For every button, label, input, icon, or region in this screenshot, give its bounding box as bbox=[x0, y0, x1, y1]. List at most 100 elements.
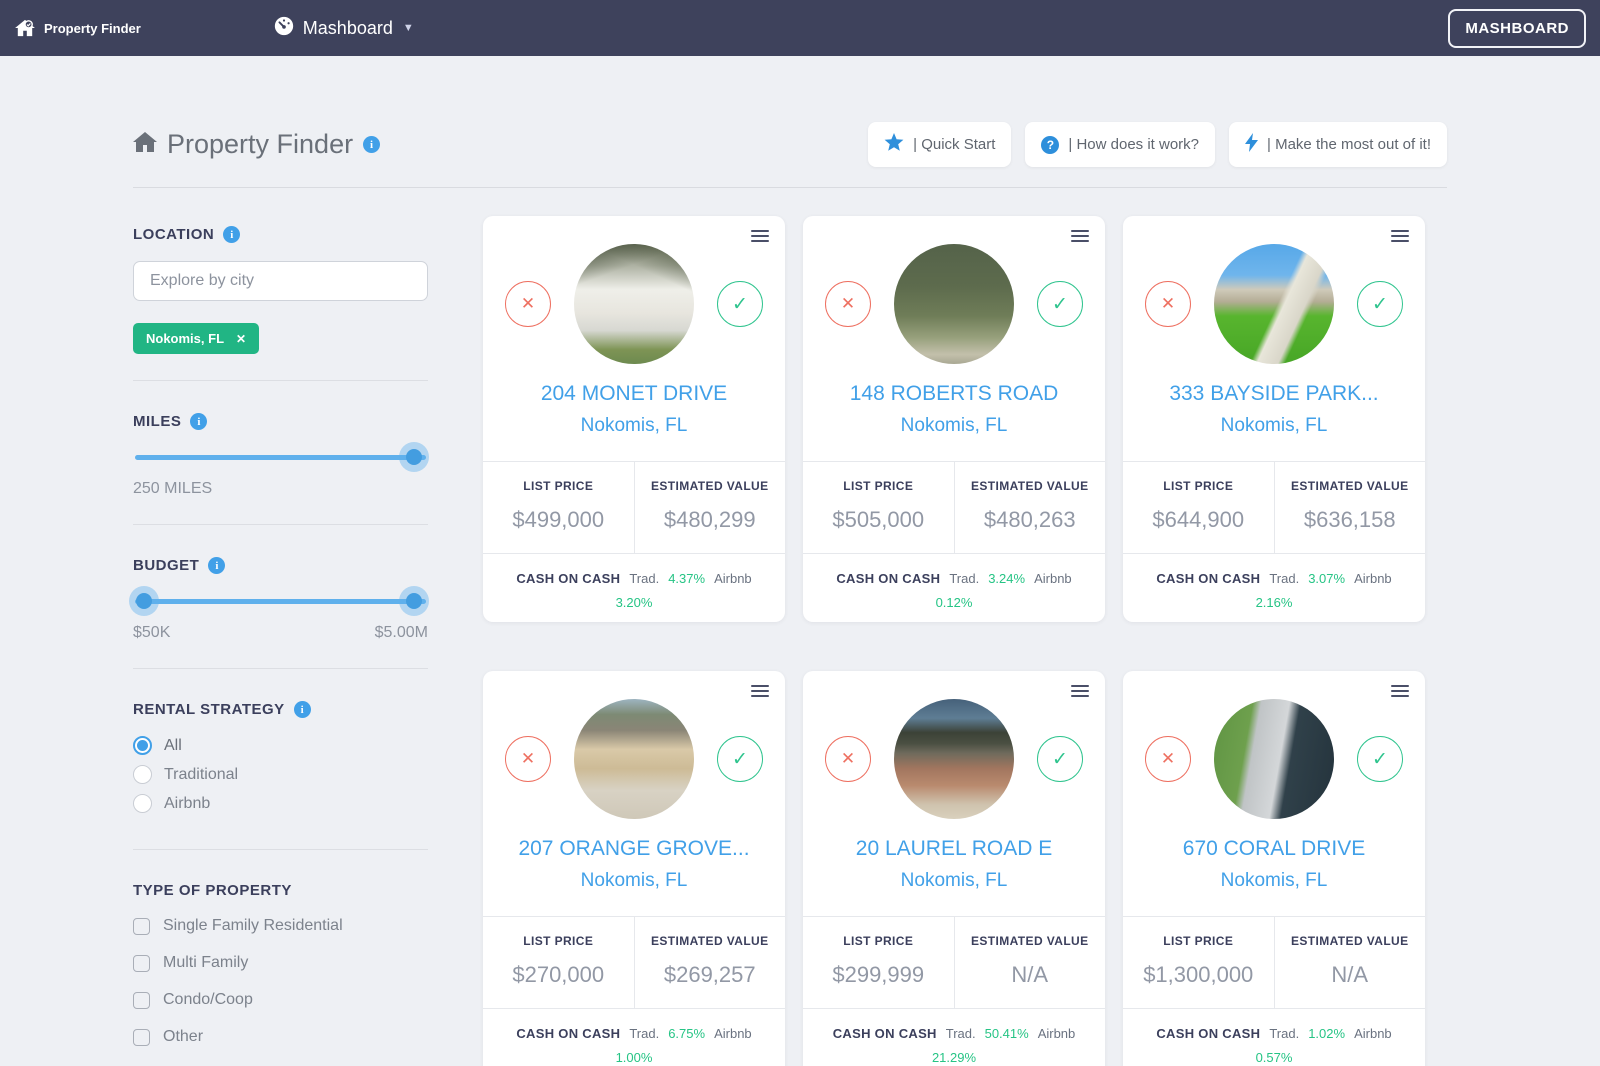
property-address-link[interactable]: 670 CORAL DRIVE bbox=[1182, 837, 1366, 860]
miles-slider-handle[interactable] bbox=[406, 449, 423, 465]
budget-slider-track bbox=[135, 599, 426, 604]
estimated-value-label: ESTIMATED VALUE bbox=[970, 479, 1089, 493]
reject-property-button[interactable]: ✕ bbox=[825, 736, 871, 782]
location-info-icon[interactable]: i bbox=[223, 226, 241, 243]
page-title-info-icon[interactable]: i bbox=[363, 136, 381, 153]
chip-remove-icon[interactable]: ✕ bbox=[236, 331, 247, 346]
budget-info-icon[interactable]: i bbox=[208, 557, 226, 574]
mashboard-menu-label: Mashboard bbox=[302, 17, 393, 38]
airbnb-coc-value: 3.20% bbox=[615, 594, 653, 610]
property-type-label: TYPE OF PROPERTY bbox=[133, 882, 292, 899]
property-photo[interactable] bbox=[1214, 244, 1334, 364]
property-address-link[interactable]: 204 MONET DRIVE bbox=[540, 382, 728, 405]
property-photo[interactable] bbox=[894, 699, 1014, 819]
airbnb-label: Airbnb bbox=[1034, 571, 1072, 586]
accept-property-button[interactable]: ✓ bbox=[717, 736, 763, 782]
card-menu-icon[interactable] bbox=[1391, 230, 1409, 245]
accept-property-button[interactable]: ✓ bbox=[1357, 281, 1403, 327]
checkbox-multi-family-control[interactable] bbox=[133, 954, 150, 972]
make-the-most-button[interactable]: | Make the most out of it! bbox=[1229, 122, 1447, 167]
estimated-value-value: $480,263 bbox=[983, 507, 1076, 532]
reject-property-button[interactable]: ✕ bbox=[505, 736, 551, 782]
accept-property-button[interactable]: ✓ bbox=[1037, 281, 1083, 327]
chevron-down-icon: ▼ bbox=[402, 22, 414, 34]
miles-slider-track bbox=[135, 455, 426, 460]
budget-slider-max-handle[interactable] bbox=[406, 593, 423, 609]
location-label: LOCATION bbox=[133, 226, 215, 243]
card-menu-icon[interactable] bbox=[1391, 685, 1409, 700]
checkbox-condo-coop-control[interactable] bbox=[133, 991, 150, 1009]
miles-value-label: 250 MILES bbox=[133, 480, 213, 497]
accept-property-button[interactable]: ✓ bbox=[1037, 736, 1083, 782]
list-price-label: LIST PRICE bbox=[843, 934, 914, 948]
trad-coc-value: 50.41% bbox=[984, 1026, 1029, 1041]
card-menu-icon[interactable] bbox=[1071, 685, 1089, 700]
radio-traditional-control[interactable] bbox=[133, 765, 152, 784]
property-photo[interactable] bbox=[894, 244, 1014, 364]
rental-strategy-section: RENTAL STRATEGY i All Traditional Airbnb bbox=[133, 691, 428, 850]
airbnb-label: Airbnb bbox=[714, 571, 752, 586]
city-search-input[interactable] bbox=[133, 261, 428, 301]
quick-start-button[interactable]: | Quick Start bbox=[868, 122, 1012, 167]
mashboard-menu[interactable]: Mashboard ▼ bbox=[273, 15, 414, 42]
reject-property-button[interactable]: ✕ bbox=[505, 281, 551, 327]
property-address-link[interactable]: 20 LAUREL ROAD E bbox=[855, 837, 1053, 860]
property-address-link[interactable]: 333 BAYSIDE PARK... bbox=[1169, 382, 1379, 405]
how-does-it-work-button[interactable]: ? | How does it work? bbox=[1025, 122, 1216, 167]
accept-property-button[interactable]: ✓ bbox=[1357, 736, 1403, 782]
property-photo[interactable] bbox=[574, 699, 694, 819]
rental-strategy-info-icon[interactable]: i bbox=[293, 701, 311, 718]
checkbox-condo-coop[interactable]: Condo/Coop bbox=[133, 991, 428, 1009]
mashboard-button[interactable]: MASHBOARD bbox=[1448, 8, 1586, 48]
radio-option-all[interactable]: All bbox=[133, 736, 428, 755]
miles-filter-section: MILES i 250 MILES bbox=[133, 403, 428, 525]
reject-property-button[interactable]: ✕ bbox=[825, 281, 871, 327]
property-address-link[interactable]: 148 ROBERTS ROAD bbox=[849, 382, 1059, 405]
budget-slider-min-handle[interactable] bbox=[135, 593, 152, 609]
list-price-value: $644,900 bbox=[1152, 507, 1245, 532]
cash-on-cash-label: CASH ON CASH bbox=[832, 1026, 937, 1041]
estimated-value-value: $269,257 bbox=[663, 962, 756, 987]
brand-home-link[interactable]: Property Finder bbox=[14, 19, 141, 37]
location-chip[interactable]: Nokomis, FL ✕ bbox=[133, 323, 260, 354]
bolt-icon bbox=[1245, 133, 1259, 156]
checkbox-single-family-control[interactable] bbox=[133, 917, 150, 935]
card-menu-icon[interactable] bbox=[751, 230, 769, 245]
property-photo[interactable] bbox=[1214, 699, 1334, 819]
checkbox-other-control[interactable] bbox=[133, 1028, 150, 1046]
budget-slider[interactable] bbox=[135, 592, 426, 610]
reject-property-button[interactable]: ✕ bbox=[1145, 281, 1191, 327]
airbnb-coc-value: 0.12% bbox=[935, 594, 973, 610]
card-menu-icon[interactable] bbox=[751, 685, 769, 700]
estimated-value-label: ESTIMATED VALUE bbox=[1290, 479, 1409, 493]
accept-property-button[interactable]: ✓ bbox=[717, 281, 763, 327]
cash-on-cash-label: CASH ON CASH bbox=[836, 571, 941, 586]
list-price-label: LIST PRICE bbox=[523, 479, 594, 493]
estimated-value-label: ESTIMATED VALUE bbox=[1290, 934, 1409, 948]
property-address-link[interactable]: 207 ORANGE GROVE... bbox=[518, 837, 750, 860]
property-city: Nokomis, FL bbox=[1220, 415, 1328, 436]
miles-info-icon[interactable]: i bbox=[190, 413, 208, 430]
reject-property-button[interactable]: ✕ bbox=[1145, 736, 1191, 782]
list-price-value: $1,300,000 bbox=[1143, 962, 1254, 987]
list-price-value: $499,000 bbox=[512, 507, 605, 532]
checkbox-single-family[interactable]: Single Family Residential bbox=[133, 917, 428, 935]
miles-slider[interactable] bbox=[135, 448, 426, 466]
estimated-value-value: N/A bbox=[1011, 962, 1049, 987]
property-card: ✕ ✓ 20 LAUREL ROAD E Nokomis, FL LIST PR… bbox=[803, 671, 1105, 1066]
radio-option-airbnb[interactable]: Airbnb bbox=[133, 794, 428, 813]
property-type-section: TYPE OF PROPERTY Single Family Residenti… bbox=[133, 872, 428, 1066]
checkbox-multi-family[interactable]: Multi Family bbox=[133, 954, 428, 972]
budget-min-label: $50K bbox=[133, 624, 171, 641]
property-card: ✕ ✓ 204 MONET DRIVE Nokomis, FL LIST PRI… bbox=[483, 216, 785, 622]
checkbox-other[interactable]: Other bbox=[133, 1028, 428, 1046]
trad-label: Trad. bbox=[949, 571, 980, 586]
property-photo[interactable] bbox=[574, 244, 694, 364]
radio-all-control[interactable] bbox=[133, 736, 152, 755]
radio-option-traditional[interactable]: Traditional bbox=[133, 765, 428, 784]
card-menu-icon[interactable] bbox=[1071, 230, 1089, 245]
radio-airbnb-control[interactable] bbox=[133, 794, 152, 813]
cash-on-cash-label: CASH ON CASH bbox=[516, 571, 621, 586]
page-title: Property Finder bbox=[167, 129, 354, 159]
airbnb-label: Airbnb bbox=[714, 1026, 752, 1041]
